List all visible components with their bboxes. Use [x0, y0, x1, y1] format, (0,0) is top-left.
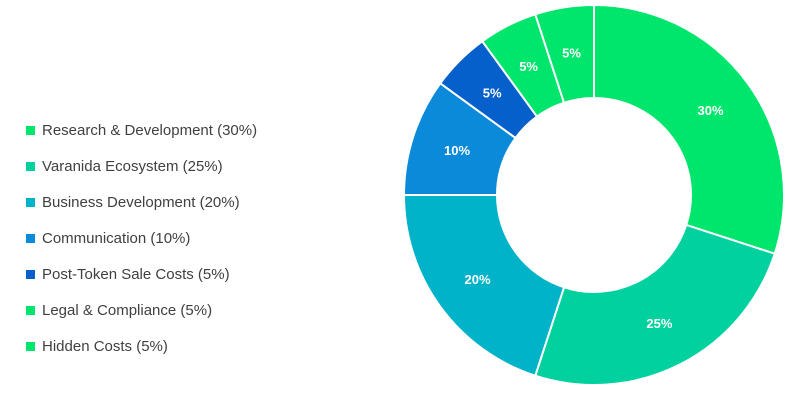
legend-label: Hidden Costs (5%)	[42, 337, 168, 355]
pie-slice	[402, 194, 566, 377]
slice-data-label: 25%	[646, 316, 672, 331]
legend-swatch	[26, 341, 35, 351]
legend-swatch	[26, 305, 35, 315]
legend-label: Research & Development (30%)	[42, 121, 258, 139]
pie-slice	[534, 3, 595, 105]
legend-item: Business Development (20%)	[26, 184, 257, 220]
legend-swatch	[26, 125, 35, 135]
legend-item: Varanida Ecosystem (25%)	[26, 148, 257, 184]
legend-item: Legal & Compliance (5%)	[26, 292, 257, 328]
legend-item: Research & Development (30%)	[26, 112, 257, 148]
pie-slice	[534, 223, 776, 386]
slice-data-label: 5%	[519, 59, 538, 74]
legend-swatch	[26, 161, 35, 171]
legend-label: Post-Token Sale Costs (5%)	[42, 265, 230, 283]
slice-data-label: 5%	[483, 86, 502, 101]
legend-item: Post-Token Sale Costs (5%)	[26, 256, 257, 292]
legend-swatch	[26, 197, 35, 207]
legend-label: Legal & Compliance (5%)	[42, 301, 213, 319]
legend-label: Business Development (20%)	[42, 193, 240, 211]
slice-data-label: 5%	[562, 45, 581, 60]
legend-item: Hidden Costs (5%)	[26, 328, 257, 364]
slice-data-label: 10%	[444, 143, 470, 158]
legend-label: Varanida Ecosystem (25%)	[42, 157, 223, 175]
chart-legend: Research & Development (30%) Varanida Eco…	[26, 112, 257, 364]
slice-data-label: 30%	[697, 103, 723, 118]
slice-data-label: 20%	[464, 272, 490, 287]
pie-slice	[593, 3, 785, 255]
legend-swatch	[26, 233, 35, 243]
legend-swatch	[26, 269, 35, 279]
legend-item: Communication (10%)	[26, 220, 257, 256]
legend-label: Communication (10%)	[42, 229, 191, 247]
